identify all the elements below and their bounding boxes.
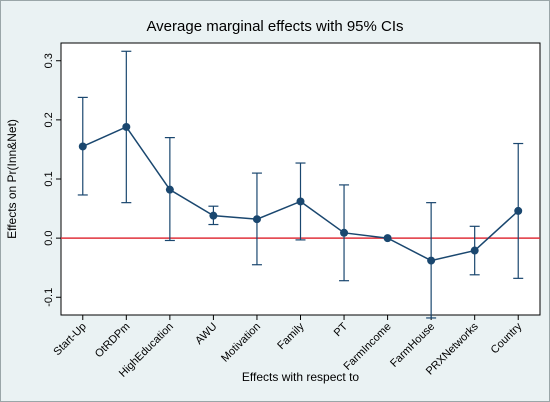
x-tick-label: Motivation: [219, 321, 263, 365]
y-tick-label: 0.0: [43, 230, 55, 245]
y-tick-label: -0.1: [43, 288, 55, 307]
data-points: [78, 122, 523, 265]
x-tick-label: AWU: [193, 321, 219, 347]
data-point: [209, 211, 218, 220]
data-point: [165, 185, 174, 194]
x-tick-label: OtRDPm: [93, 321, 133, 361]
y-tick-label: 0.1: [43, 171, 55, 186]
y-axis-ticks: -0.1 0.0 0.1 0.2 0.3: [43, 53, 61, 307]
data-point: [340, 228, 349, 237]
x-tick-label: PT: [332, 320, 351, 339]
x-axis-label: Effects with respect to: [242, 370, 359, 384]
x-tick-label: Family: [275, 320, 307, 352]
confidence-intervals: [77, 50, 524, 319]
data-point: [470, 246, 479, 255]
data-point: [252, 215, 261, 224]
y-tick-label: 0.3: [43, 53, 55, 68]
chart-title: Average marginal effects with 95% CIs: [146, 18, 403, 35]
data-point: [296, 197, 305, 206]
data-point: [427, 256, 436, 265]
y-tick-label: 0.2: [43, 112, 55, 127]
data-point: [122, 122, 131, 131]
data-point: [383, 234, 392, 243]
x-tick-label: Start-Up: [51, 321, 88, 358]
x-tick-label: Country: [489, 320, 525, 356]
data-point: [514, 206, 523, 215]
y-axis-label: Effects on Pr(Inn&Net): [5, 119, 19, 239]
data-point: [78, 142, 87, 151]
